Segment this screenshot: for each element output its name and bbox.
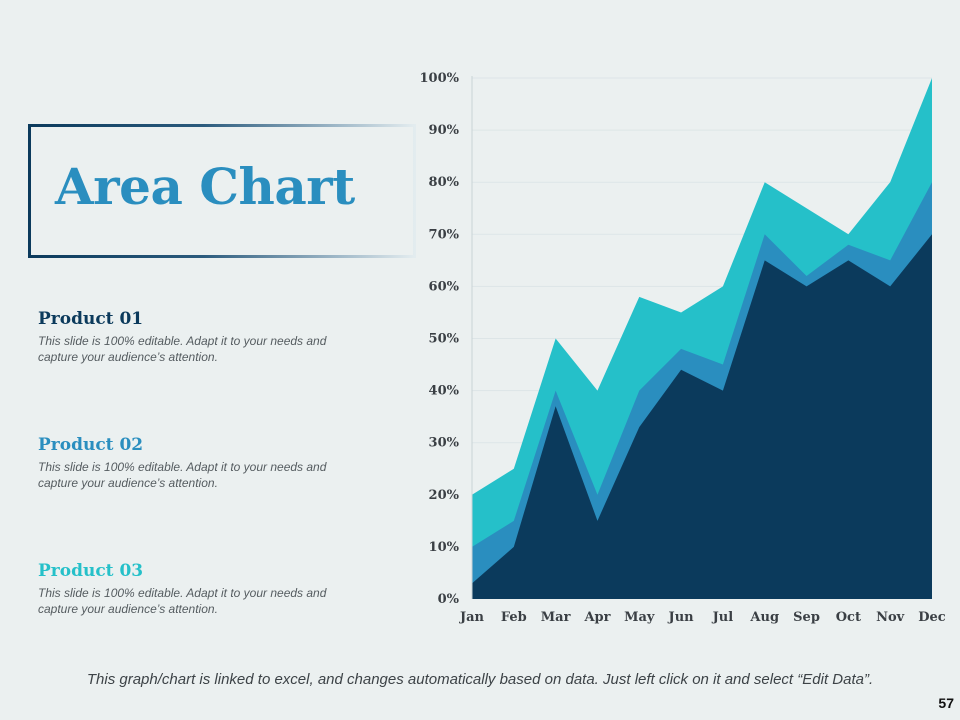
product-03-block: Product 03 This slide is 100% editable. …: [38, 563, 338, 617]
area-series-product-01[interactable]: [472, 234, 932, 600]
x-tick-label: Sep: [793, 610, 820, 625]
x-tick-label: May: [624, 610, 655, 625]
title-frame: [28, 124, 416, 258]
product-02-block: Product 02 This slide is 100% editable. …: [38, 437, 338, 491]
x-tick-label: Jun: [668, 610, 695, 625]
x-tick-label: Feb: [501, 610, 527, 625]
y-tick-label: 20%: [429, 488, 460, 503]
y-tick-label: 60%: [429, 279, 460, 294]
product-03-name: Product 03: [38, 561, 144, 581]
product-02-description: This slide is 100% editable. Adapt it to…: [38, 460, 327, 490]
y-tick-label: 80%: [429, 175, 460, 190]
y-tick-label: 50%: [429, 332, 460, 347]
y-tick-label: 70%: [429, 227, 460, 242]
x-tick-label: Apr: [583, 610, 610, 625]
product-01-name: Product 01: [38, 309, 144, 329]
y-tick-label: 0%: [438, 592, 460, 607]
page-number: 57: [938, 695, 954, 711]
x-tick-label: Nov: [876, 610, 905, 625]
product-01-description: This slide is 100% editable. Adapt it to…: [38, 334, 327, 364]
product-03-description: This slide is 100% editable. Adapt it to…: [38, 586, 327, 616]
x-tick-label: Aug: [749, 610, 779, 625]
x-tick-label: Mar: [541, 610, 571, 625]
product-02-name: Product 02: [38, 435, 144, 455]
x-tick-label: Dec: [918, 610, 946, 625]
y-tick-label: 90%: [429, 123, 460, 138]
chart-areas[interactable]: [472, 78, 932, 600]
product-01-block: Product 01 This slide is 100% editable. …: [38, 311, 338, 365]
footnote: This graph/chart is linked to excel, and…: [86, 671, 874, 688]
y-tick-label: 30%: [429, 436, 460, 451]
y-tick-label: 100%: [420, 71, 460, 86]
x-tick-label: Jan: [459, 610, 485, 625]
y-tick-label: 10%: [429, 540, 460, 555]
chart-axes: 0% 10% 20% 30% 40% 50% 60% 70% 80% 90% 100% Jan Feb M…: [420, 71, 946, 625]
x-tick-label: Jul: [712, 610, 734, 625]
slide-title: Area Chart: [55, 157, 355, 216]
x-tick-label: Oct: [836, 610, 861, 625]
y-tick-label: 40%: [429, 384, 460, 399]
